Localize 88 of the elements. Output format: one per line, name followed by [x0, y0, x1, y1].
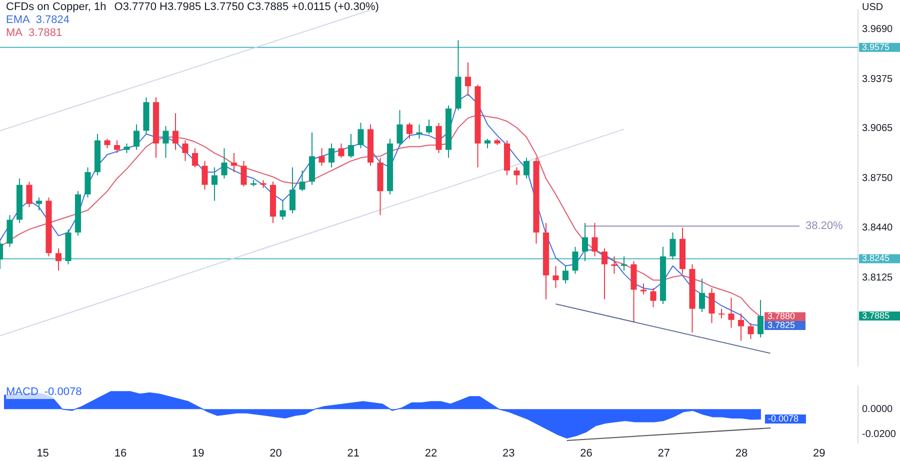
candlestick: [640, 282, 647, 295]
x-tick-label: 15: [36, 448, 49, 460]
y-tick-label: 3.8125: [862, 272, 894, 284]
x-tick-label: 22: [424, 448, 438, 460]
y-tick-label: 3.9375: [862, 74, 894, 85]
candlestick: [36, 197, 42, 211]
candlestick: [523, 157, 530, 179]
candlestick: [182, 140, 188, 162]
candlestick: [230, 152, 238, 173]
candlestick: [6, 214, 13, 248]
candlestick: [358, 122, 364, 149]
candlestick: [133, 124, 140, 150]
data-label: -0.0078: [768, 413, 798, 424]
x-tick-label: 27: [658, 448, 670, 460]
candlestick: [124, 143, 130, 154]
candlestick: [592, 222, 598, 257]
candlestick: [104, 138, 110, 149]
annotation: 3.7881: [28, 27, 62, 39]
candlestick: [162, 126, 169, 158]
candlestick: [299, 170, 306, 192]
candlestick: [240, 160, 247, 187]
candlestick: [728, 297, 734, 328]
text: MA: [6, 27, 22, 39]
x-tick-label: 26: [580, 448, 592, 460]
candlestick: [698, 278, 706, 312]
candlestick: [338, 143, 344, 158]
candlestick: [172, 112, 179, 150]
candlestick: [289, 166, 296, 214]
candlestick: [708, 288, 715, 324]
candlestick: [611, 256, 618, 274]
candlestick: [757, 300, 764, 338]
chart-subtitle: O3.7770 H3.7985 L3.7750 C3.7885 +0.0115 (+0.30%): [114, 1, 379, 13]
candlestick: [84, 166, 91, 198]
candlestick: [484, 138, 491, 149]
candlestick: [718, 308, 725, 319]
annotation: 3.7824: [36, 14, 70, 26]
annotation: -0.0078: [44, 386, 82, 398]
candlestick: [221, 148, 228, 179]
ref-line-label: 3.9575: [862, 42, 890, 52]
candlestick: [650, 288, 656, 308]
candlestick: [552, 265, 559, 289]
y-axis-title: USD: [862, 2, 884, 13]
candlestick: [280, 200, 286, 220]
candlestick: [582, 222, 588, 262]
data-label: 3.7825: [768, 320, 796, 330]
candlestick: [620, 256, 628, 272]
candlestick: [670, 232, 676, 260]
x-tick-label: 16: [114, 448, 127, 460]
candlestick: [396, 110, 403, 148]
x-tick-label: 19: [192, 448, 204, 460]
y-tick-label: 3.9065: [862, 123, 894, 134]
candlestick: [738, 313, 744, 342]
x-tick-label: 28: [735, 448, 748, 460]
text: 3.7885: [862, 310, 890, 320]
x-tick-label: 23: [502, 448, 515, 460]
series-label: 38.20%: [806, 220, 844, 232]
text: EMA: [6, 14, 30, 26]
candlestick: [464, 62, 472, 96]
chart-title: CFDs on Copper, 1h: [6, 1, 106, 13]
candlestick: [514, 166, 520, 186]
candlestick: [55, 248, 62, 272]
candlestick: [192, 148, 198, 168]
y-tick-label: 3.8750: [862, 173, 894, 184]
series-label: MACD: [6, 386, 38, 398]
candlestick: [318, 148, 325, 166]
candlestick: [348, 133, 354, 158]
y-tick-label: 3.9690: [862, 24, 894, 35]
y-tick-label: 3.8440: [862, 222, 894, 234]
x-tick-label: 29: [813, 448, 826, 460]
candlestick: [562, 265, 569, 284]
candlestick: [114, 140, 120, 154]
candlestick: [328, 143, 335, 168]
candlestick: [436, 122, 442, 154]
y-tick-label: 0.0000: [862, 404, 894, 415]
y-tick-label: -0.0200: [862, 428, 896, 440]
candlestick: [202, 160, 208, 190]
ref-line-label: 3.8245: [862, 253, 890, 264]
candlestick: [748, 322, 754, 340]
candlestick: [26, 181, 32, 208]
candlestick: [406, 122, 413, 140]
data-label: 3.7880: [768, 311, 796, 322]
candlestick: [426, 119, 432, 134]
x-tick-label: 20: [270, 448, 282, 460]
candlestick: [572, 246, 578, 274]
candlestick: [211, 166, 218, 202]
x-tick-label: 21: [347, 448, 360, 460]
candlestick: [416, 124, 422, 140]
candlestick: [601, 248, 608, 300]
